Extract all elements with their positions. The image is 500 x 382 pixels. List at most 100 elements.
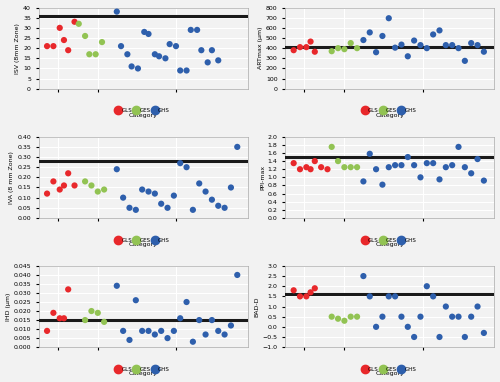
Point [234,144,241,150]
Point [113,166,121,172]
Point [416,174,424,180]
X-axis label: Category: Category [129,242,158,247]
Point [391,293,399,299]
Point [448,314,456,320]
Y-axis label: ISV (8mm Zone): ISV (8mm Zone) [16,23,20,74]
Point [151,332,159,338]
Point [474,42,482,48]
Point [346,40,354,46]
Y-axis label: IVA (8 mm Zone): IVA (8 mm Zone) [10,151,14,204]
Point [391,45,399,51]
Point [454,144,462,150]
Point [64,47,72,53]
Point [94,188,102,194]
Point [296,44,304,50]
Point [385,15,393,21]
Point [480,178,488,184]
Point [340,46,348,52]
Point [346,314,354,320]
Point [353,164,361,170]
Point [461,58,469,64]
Point [151,191,159,197]
Point [64,170,72,176]
Point [448,162,456,168]
Point [474,156,482,162]
Point [56,25,64,31]
Point [81,317,89,323]
Point [182,164,190,170]
Point [119,194,127,201]
Point [410,162,418,168]
Point [70,183,78,189]
Point [398,314,406,320]
Point [50,310,58,316]
Point [385,164,393,170]
Point [410,334,418,340]
Point [172,43,180,49]
Point [467,40,475,46]
Point [429,31,437,37]
Point [128,63,136,70]
Point [334,316,342,322]
Point [220,332,228,338]
Point [70,19,78,25]
Point [423,45,431,51]
Point [340,318,348,324]
Point [372,49,380,55]
Point [64,286,72,293]
Point [306,39,314,45]
Point [189,207,197,213]
Point [162,55,170,62]
Point [140,29,148,35]
Point [416,42,424,48]
Point [81,33,89,39]
Point [334,45,342,51]
Point [311,49,319,55]
Point [311,285,319,291]
Point [92,51,100,57]
Point [296,293,304,299]
Point [360,178,368,185]
Point [436,176,444,183]
Y-axis label: PPI-max: PPI-max [260,165,265,190]
Point [398,42,406,48]
Point [480,330,488,336]
X-axis label: Category: Category [129,113,158,118]
Point [60,315,68,321]
Point [81,178,89,185]
Point [176,315,184,321]
Point [187,27,195,33]
Point [429,160,437,166]
Point [88,308,96,314]
Point [454,45,462,51]
Point [360,273,368,279]
Point [157,328,165,334]
Point [442,303,450,309]
Point [166,41,173,47]
X-axis label: Category: Category [376,242,404,247]
Point [50,178,58,185]
Point [195,180,203,186]
Point [124,51,132,57]
X-axis label: Category: Category [376,113,404,118]
Point [454,314,462,320]
Point [290,287,298,293]
Point [50,43,58,49]
Point [182,299,190,305]
Point [176,68,184,74]
Point [324,166,332,172]
Point [193,27,201,33]
Point [372,324,380,330]
Point [144,31,152,37]
Point [208,47,216,53]
Y-axis label: BAD-D: BAD-D [255,296,260,317]
Point [56,315,64,321]
Point [208,317,216,323]
Point [220,205,228,211]
Point [208,197,216,203]
Point [391,162,399,168]
Point [317,164,325,170]
Point [43,43,51,49]
X-axis label: Category: Category [129,371,158,376]
Point [385,293,393,299]
